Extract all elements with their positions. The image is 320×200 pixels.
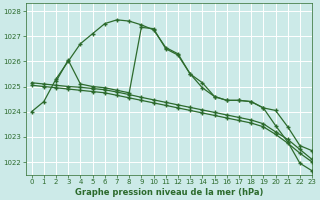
X-axis label: Graphe pression niveau de la mer (hPa): Graphe pression niveau de la mer (hPa) bbox=[75, 188, 263, 197]
